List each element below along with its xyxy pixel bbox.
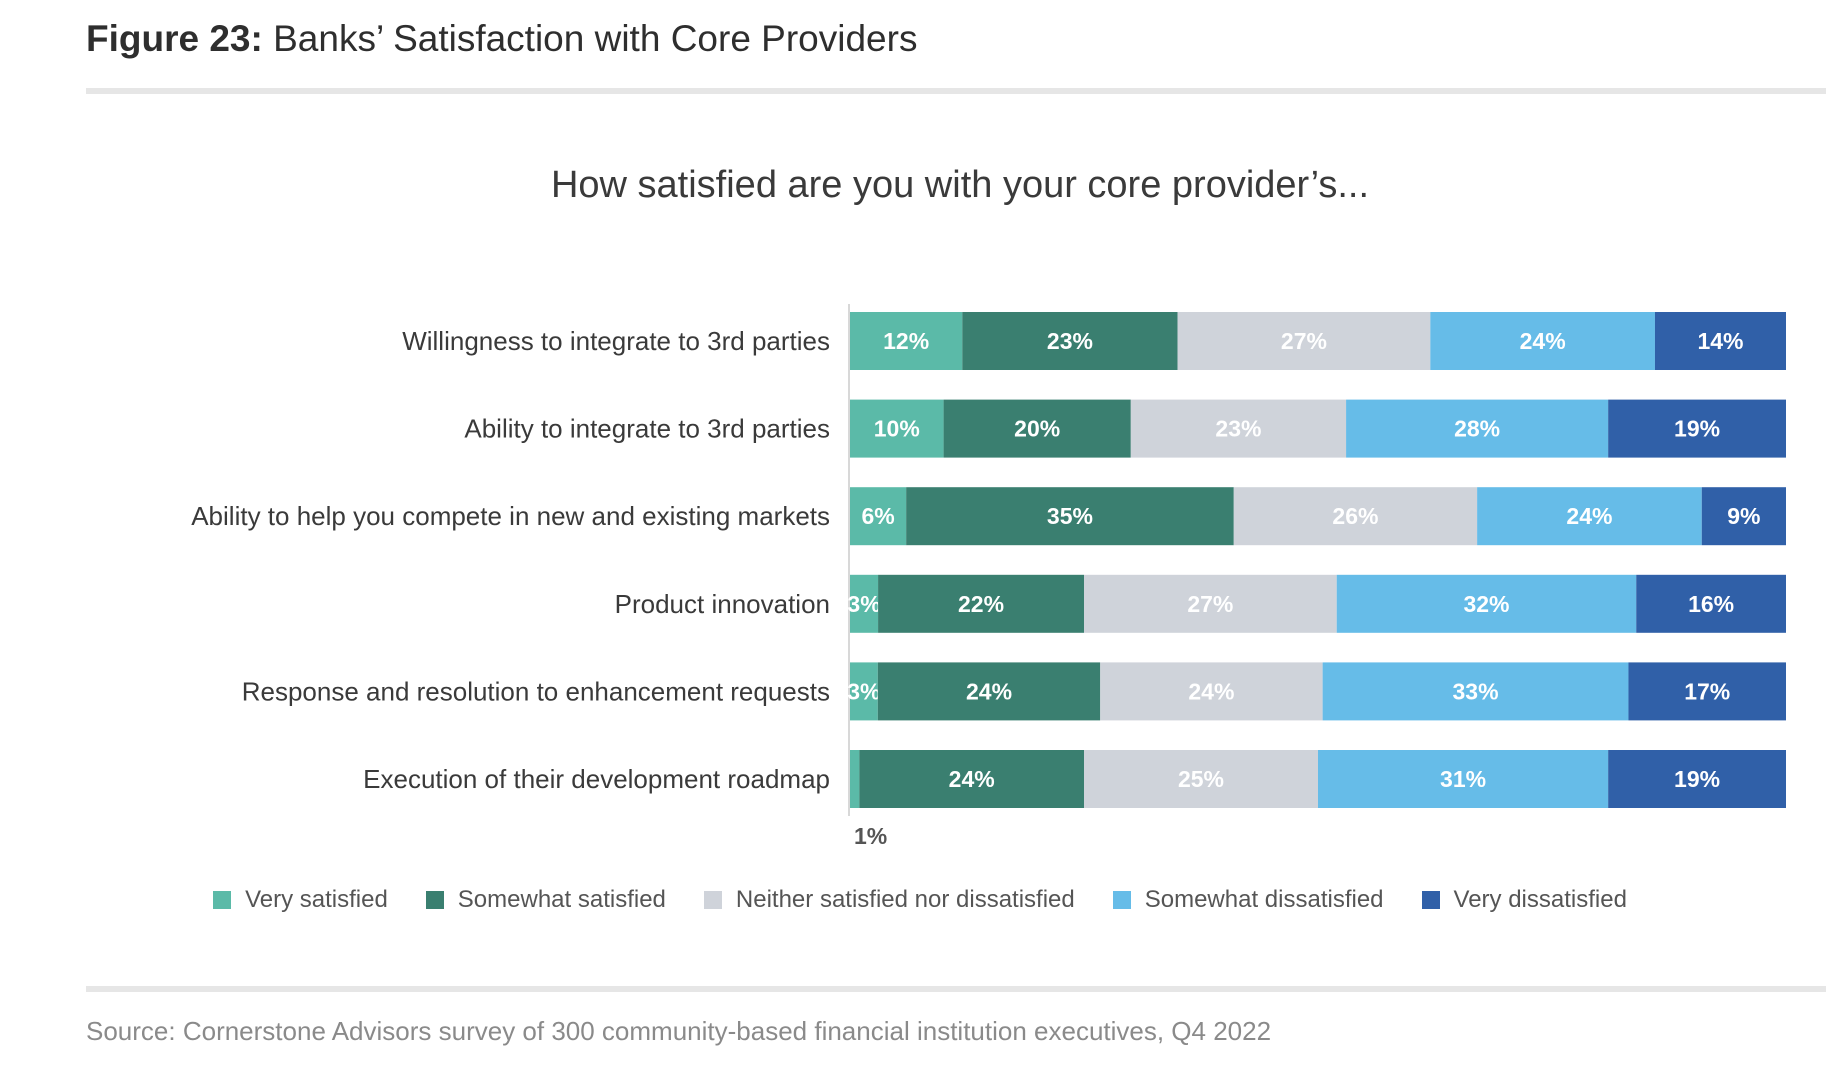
category-label: Ability to help you compete in new and e… (191, 501, 830, 531)
bar-segment (850, 487, 907, 546)
data-label: 35% (1047, 503, 1093, 529)
data-label: 28% (1454, 416, 1500, 442)
category-label: Response and resolution to enhancement r… (242, 676, 830, 706)
legend-swatch (703, 891, 722, 909)
data-label: 27% (1281, 328, 1327, 354)
bar-segment (1636, 574, 1786, 633)
bar-segment (850, 662, 878, 721)
legend-label: Somewhat satisfied (457, 886, 666, 913)
data-label: 25% (1178, 766, 1224, 792)
legend-swatch (425, 891, 444, 909)
data-label: 23% (1215, 416, 1261, 442)
bar-segment (859, 750, 1084, 808)
bar-segment (1130, 399, 1347, 458)
bar-segment (1608, 750, 1786, 808)
legend-label: Very satisfied (245, 886, 388, 913)
category-label: Willingness to integrate to 3rd parties (402, 326, 830, 356)
legend-label: Neither satisfied nor dissatisfied (735, 886, 1075, 913)
data-label: 9% (1727, 503, 1760, 529)
data-label: 17% (1684, 678, 1730, 704)
data-label: 22% (958, 591, 1004, 617)
figure-title: Figure 23: Banks’ Satisfaction with Core… (86, 18, 917, 60)
annotation-label: 1% (854, 823, 887, 849)
bar-segment (878, 574, 1084, 633)
data-label: 12% (883, 328, 929, 354)
category-label: Product innovation (615, 589, 830, 619)
data-label: 19% (1674, 766, 1720, 792)
data-label: 24% (1520, 328, 1566, 354)
bar-segment (1608, 399, 1786, 458)
data-label: 24% (949, 766, 995, 792)
data-label: 24% (1566, 503, 1612, 529)
bar-segment (906, 487, 1234, 546)
legend-swatch (1112, 891, 1131, 909)
data-label: 10% (874, 416, 920, 442)
bar-segment (1628, 662, 1786, 721)
data-label: 24% (1188, 678, 1234, 704)
chart-title: How satisfied are you with your core pro… (550, 164, 1370, 206)
bar-segment (1430, 312, 1655, 370)
data-label: 31% (1440, 766, 1486, 792)
category-label: Execution of their development roadmap (363, 764, 830, 794)
data-label: 3% (847, 678, 880, 704)
legend-swatch (213, 891, 232, 909)
legend-item: Somewhat satisfied (425, 886, 666, 914)
bar-segment (962, 312, 1178, 370)
data-label: 16% (1688, 591, 1734, 617)
bar-segment (1233, 487, 1478, 546)
data-label: 3% (847, 591, 880, 617)
legend-item: Neither satisfied nor dissatisfied (703, 886, 1075, 914)
bar-segment (1336, 574, 1637, 633)
data-label: 19% (1674, 416, 1720, 442)
bar-segment (1322, 662, 1629, 721)
bar-segment (850, 399, 944, 458)
source-note: Source: Cornerstone Advisors survey of 3… (86, 1016, 1272, 1046)
bar-segment (1346, 399, 1609, 458)
data-label: 20% (1014, 416, 1060, 442)
data-label: 23% (1047, 328, 1093, 354)
bar-segment (943, 399, 1131, 458)
figure-title-text: Banks’ Satisfaction with Core Providers (273, 18, 918, 59)
bar-segment (1477, 487, 1702, 546)
legend-item: Somewhat dissatisfied (1112, 886, 1384, 914)
bar-segment (1084, 750, 1318, 808)
bar-segment (850, 574, 879, 633)
data-label: 24% (966, 678, 1012, 704)
chart-legend: Very satisfied Somewhat satisfied Neither … (0, 886, 1840, 914)
legend-label: Somewhat dissatisfied (1144, 886, 1384, 913)
legend-swatch (1421, 891, 1440, 909)
top-divider (86, 88, 1826, 94)
stacked-bar-chart: Willingness to integrate to 3rd parties 1… (191, 304, 1786, 849)
bottom-divider (86, 986, 1826, 992)
bar-segment (1654, 312, 1786, 370)
data-label: 32% (1463, 591, 1509, 617)
legend-item: Very satisfied (213, 886, 388, 914)
legend-item: Very dissatisfied (1421, 886, 1627, 914)
bar-segment (850, 312, 963, 370)
bar-segment (1084, 574, 1337, 633)
data-label: 33% (1453, 678, 1499, 704)
bar-segment (877, 662, 1101, 721)
data-label: 26% (1332, 503, 1378, 529)
figure-label: Figure 23: (86, 18, 263, 59)
bar-segment (1177, 312, 1431, 370)
category-label: Ability to integrate to 3rd parties (464, 414, 830, 444)
bar-segment (1100, 662, 1323, 721)
bar-segment (1318, 750, 1609, 808)
data-label: 6% (861, 503, 894, 529)
bar-segment (850, 750, 860, 808)
legend-label: Very dissatisfied (1453, 886, 1627, 913)
bar-segment (1701, 487, 1786, 546)
data-label: 14% (1697, 328, 1743, 354)
data-label: 27% (1187, 591, 1233, 617)
